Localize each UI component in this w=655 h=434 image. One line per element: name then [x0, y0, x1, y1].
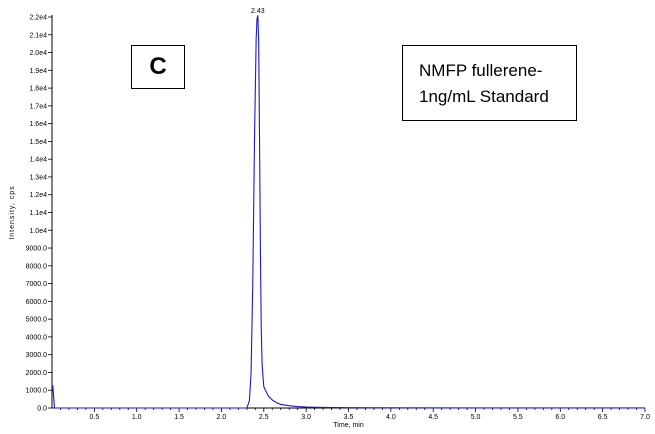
x-tick-label: 1.5 — [174, 414, 184, 421]
y-tick-label: 7000.0 — [26, 281, 48, 288]
series-layer — [51, 15, 645, 409]
y-tick-label: 2.0e4 — [29, 50, 47, 57]
y-tick-label: 8000.0 — [26, 263, 48, 270]
y-tick-label: 1.6e4 — [29, 121, 47, 128]
panel-label: C — [131, 45, 185, 89]
y-tick-label: 1.8e4 — [29, 86, 47, 93]
y-tick-label: 9000.0 — [26, 246, 48, 253]
x-tick-label: 4.5 — [428, 414, 438, 421]
y-tick-label: 1.4e4 — [29, 157, 47, 164]
y-tick-label: 1.7e4 — [29, 103, 47, 110]
y-tick-label: 2.1e4 — [29, 32, 47, 39]
y-tick-label: 4000.0 — [26, 334, 48, 341]
legend-box: NMFP fullerene- 1ng/mL Standard — [402, 45, 577, 121]
y-tick-label: 1.9e4 — [29, 68, 47, 75]
series-line — [51, 15, 645, 409]
y-tick-label: 2.2e4 — [29, 15, 47, 22]
y-tick-label: 1.0e4 — [29, 228, 47, 235]
y-tick-label: 5000.0 — [26, 317, 48, 324]
y-axis-ticks: 0.0 1000.0 2000.0 3000.0 4000.0 5000.0 6000.0 7… — [26, 15, 52, 413]
y-tick-label: 1.1e4 — [29, 210, 47, 217]
peak-label: 2.43 — [251, 8, 265, 15]
x-tick-label: 6.0 — [555, 414, 565, 421]
y-tick-label: 0.0 — [37, 406, 47, 413]
legend-line-2: 1ng/mL Standard — [419, 87, 549, 106]
y-tick-label: 1.2e4 — [29, 192, 47, 199]
y-tick-label: 1000.0 — [26, 388, 48, 395]
x-tick-label: 5.0 — [471, 414, 481, 421]
x-tick-label: 4.0 — [386, 414, 396, 421]
x-tick-label: 5.5 — [513, 414, 523, 421]
x-tick-label: 1.0 — [132, 414, 142, 421]
y-tick-label: 6000.0 — [26, 299, 48, 306]
x-tick-label: 6.5 — [598, 414, 608, 421]
legend-line-1: NMFP fullerene- — [419, 61, 543, 80]
y-axis-title: Intensity, cps — [9, 185, 16, 239]
x-tick-label: 2.0 — [217, 414, 227, 421]
x-tick-label: 3.5 — [344, 414, 354, 421]
x-tick-label: 0.5 — [89, 414, 99, 421]
x-tick-label: 7.0 — [640, 414, 650, 421]
x-axis-ticks: 0.5 1.0 1.5 2.0 2.5 3.0 3.5 4.0 4.5 5.0 5.5 6.0 6.5 7… — [60, 408, 650, 421]
y-tick-label: 2000.0 — [26, 370, 48, 377]
y-tick-label: 1.5e4 — [29, 139, 47, 146]
x-tick-label: 2.5 — [259, 414, 269, 421]
x-tick-label: 3.0 — [301, 414, 311, 421]
x-axis-title: Time, min — [333, 422, 364, 429]
y-tick-label: 1.3e4 — [29, 174, 47, 181]
y-tick-label: 3000.0 — [26, 352, 48, 359]
